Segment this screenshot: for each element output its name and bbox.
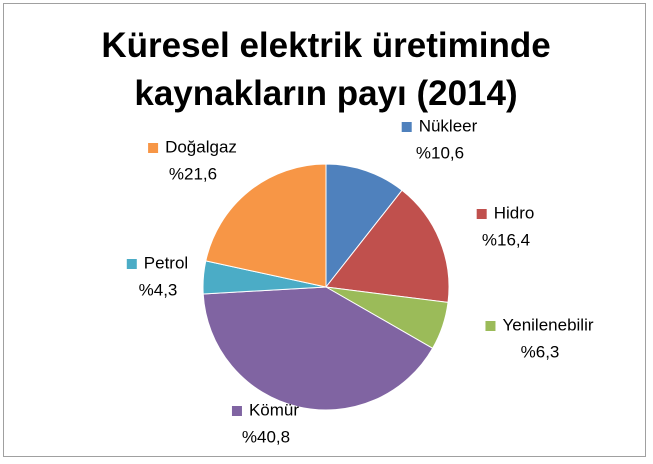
legend-swatch [148,143,159,153]
data-label: %10,6 [416,143,464,162]
legend-label: Doğalgaz [165,137,237,156]
legend-swatch [476,209,487,219]
data-label: %6,3 [521,342,560,361]
legend-label: Nükleer [419,116,478,135]
pie-slice [325,163,403,289]
data-label: %16,4 [482,230,530,249]
legend-swatch [126,259,137,269]
pie-slice [325,189,450,303]
legend-swatch [401,122,412,132]
chart-title: Küresel elektrik üretiminde kaynakların … [101,26,551,113]
legend-label: Petrol [144,253,188,272]
legend-swatch [485,321,496,331]
data-label: %40,8 [242,427,290,446]
legend-label: Yenilenebilir [502,315,593,334]
pie-slice [205,163,327,288]
legend-swatch [231,406,242,416]
data-label: %21,6 [169,164,217,183]
legend-label: Kömür [249,400,299,419]
pie-slice [202,286,434,411]
data-label: %4,3 [139,280,178,299]
legend-label: Hidro [494,203,535,222]
